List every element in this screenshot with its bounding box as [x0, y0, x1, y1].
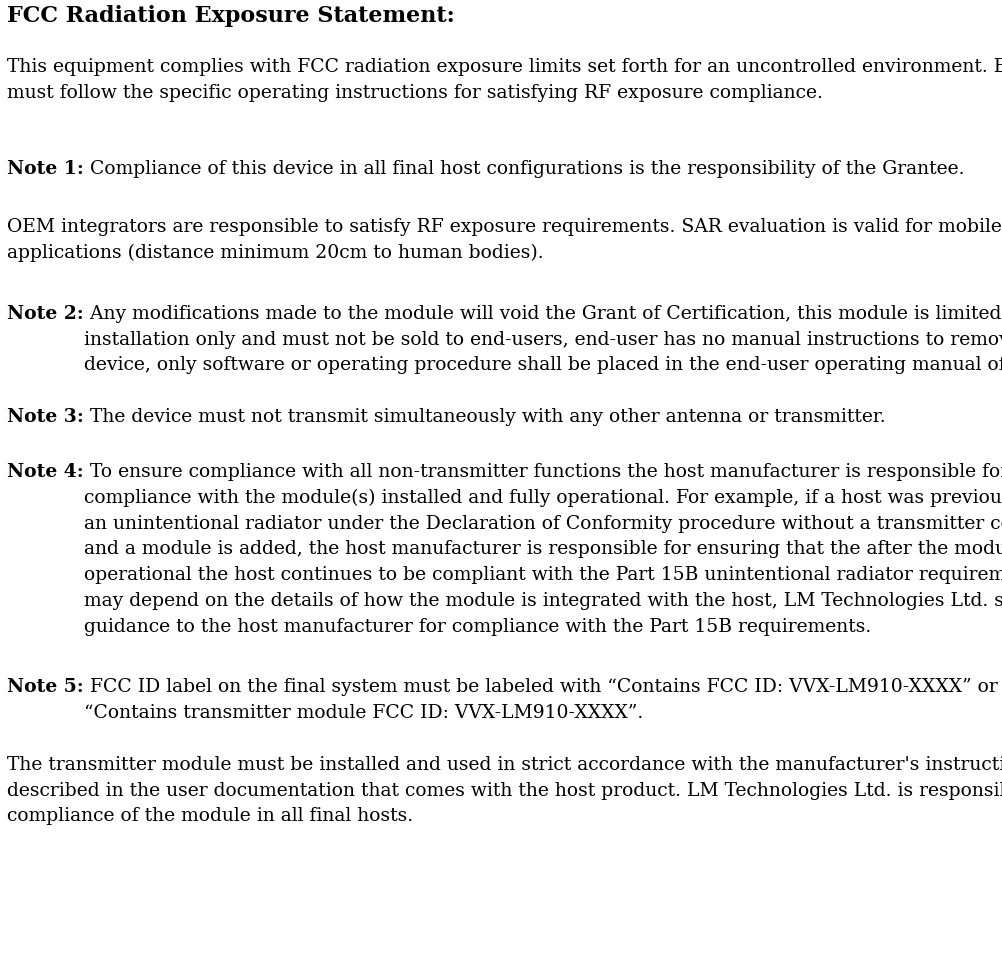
Text: Note 5:: Note 5: — [7, 678, 83, 696]
Text: Note 3:: Note 3: — [7, 408, 84, 426]
Text: The transmitter module must be installed and used in strict accordance with the : The transmitter module must be installed… — [7, 756, 1002, 825]
Text: Note 2:: Note 2: — [7, 305, 83, 323]
Text: Any modifications made to the module will void the Grant of Certification, this : Any modifications made to the module wil… — [83, 305, 1002, 374]
Text: Compliance of this device in all final host configurations is the responsibility: Compliance of this device in all final h… — [84, 160, 963, 178]
Text: FCC ID label on the final system must be labeled with “Contains FCC ID: VVX-LM91: FCC ID label on the final system must be… — [83, 678, 997, 722]
Text: Note 4:: Note 4: — [7, 463, 83, 481]
Text: This equipment complies with FCC radiation exposure limits set forth for an unco: This equipment complies with FCC radiati… — [7, 58, 1002, 101]
Text: The device must not transmit simultaneously with any other antenna or transmitte: The device must not transmit simultaneou… — [84, 408, 885, 426]
Text: To ensure compliance with all non-transmitter functions the host manufacturer is: To ensure compliance with all non-transm… — [83, 463, 1002, 635]
Text: OEM integrators are responsible to satisfy RF exposure requirements. SAR evaluat: OEM integrators are responsible to satis… — [7, 218, 1002, 262]
Text: FCC Radiation Exposure Statement:: FCC Radiation Exposure Statement: — [7, 5, 454, 27]
Text: Note 1:: Note 1: — [7, 160, 84, 178]
